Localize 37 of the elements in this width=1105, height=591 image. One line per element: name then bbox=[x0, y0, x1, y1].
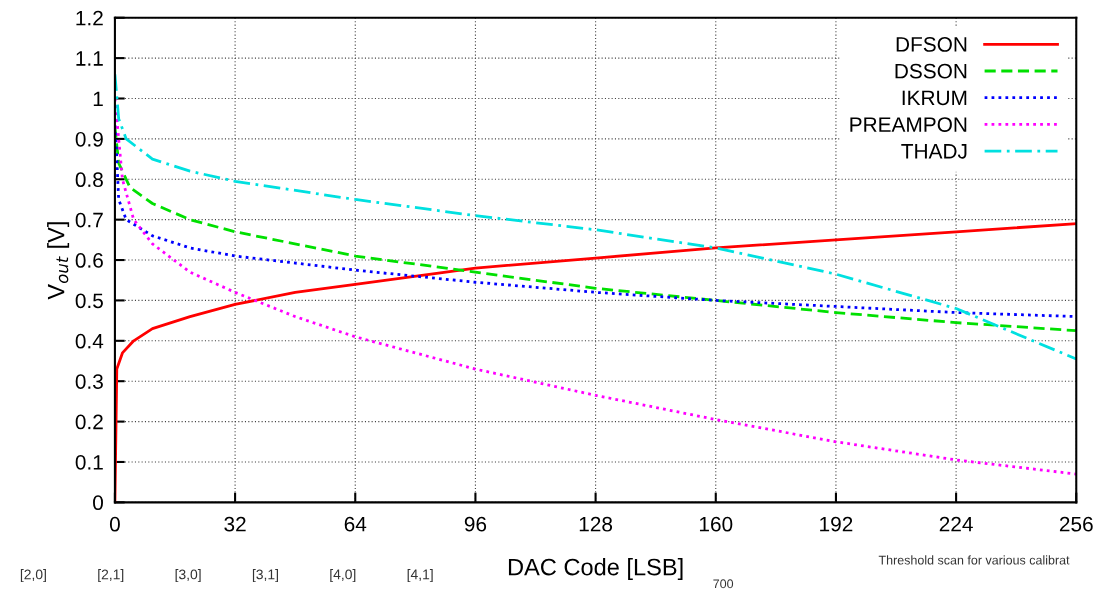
x-tick-label: 224 bbox=[939, 516, 973, 532]
y-tick-label: 0.6 bbox=[75, 253, 103, 268]
x-tick-label: 32 bbox=[224, 516, 246, 532]
legend-label: THADJ bbox=[901, 144, 967, 159]
x-tick-label: 96 bbox=[464, 516, 487, 532]
x-tick-label: 128 bbox=[579, 516, 613, 532]
text: [4,1] bbox=[407, 569, 433, 583]
y-tick-label: 0.1 bbox=[75, 454, 103, 470]
legend-label: DFSON bbox=[896, 37, 967, 52]
text: [3,1] bbox=[252, 569, 278, 583]
y-tick-label: 0 bbox=[93, 495, 103, 511]
y-tick-label: 0.3 bbox=[75, 374, 103, 389]
y-tick-label: 0.9 bbox=[75, 131, 103, 147]
x-tick-label: 192 bbox=[820, 516, 853, 532]
y-tick-label: 1.1 bbox=[76, 51, 103, 66]
x-axis-title: DAC Code [LSB] bbox=[508, 558, 683, 581]
y-tick-label: 0.8 bbox=[75, 172, 103, 188]
y-tick-label: 0.7 bbox=[75, 212, 103, 228]
text: [4,0] bbox=[330, 569, 356, 583]
legend-label: IKRUM bbox=[902, 90, 967, 106]
text: Threshold scan for various calibrat bbox=[878, 555, 1070, 565]
text: [2,1] bbox=[98, 569, 124, 583]
y-tick-label: 0.5 bbox=[75, 293, 103, 309]
y-axis-title: V$_{out}$ [V] bbox=[47, 222, 70, 300]
text: [3,0] bbox=[175, 569, 201, 583]
text: 700 bbox=[713, 579, 734, 589]
x-tick-label: 160 bbox=[699, 516, 733, 532]
x-tick-label: 256 bbox=[1059, 516, 1093, 532]
x-tick-label: 64 bbox=[344, 516, 367, 532]
legend-label: PREAMPON bbox=[850, 117, 967, 132]
y-tick-label: 0.4 bbox=[75, 333, 104, 349]
y-tick-label: 0.2 bbox=[75, 414, 103, 430]
text: [2,0] bbox=[20, 569, 46, 583]
x-tick-label: 0 bbox=[109, 516, 120, 532]
y-tick-label: 1 bbox=[93, 91, 103, 107]
legend-label: DSSON bbox=[895, 63, 967, 79]
y-tick-label: 1.2 bbox=[76, 10, 103, 26]
